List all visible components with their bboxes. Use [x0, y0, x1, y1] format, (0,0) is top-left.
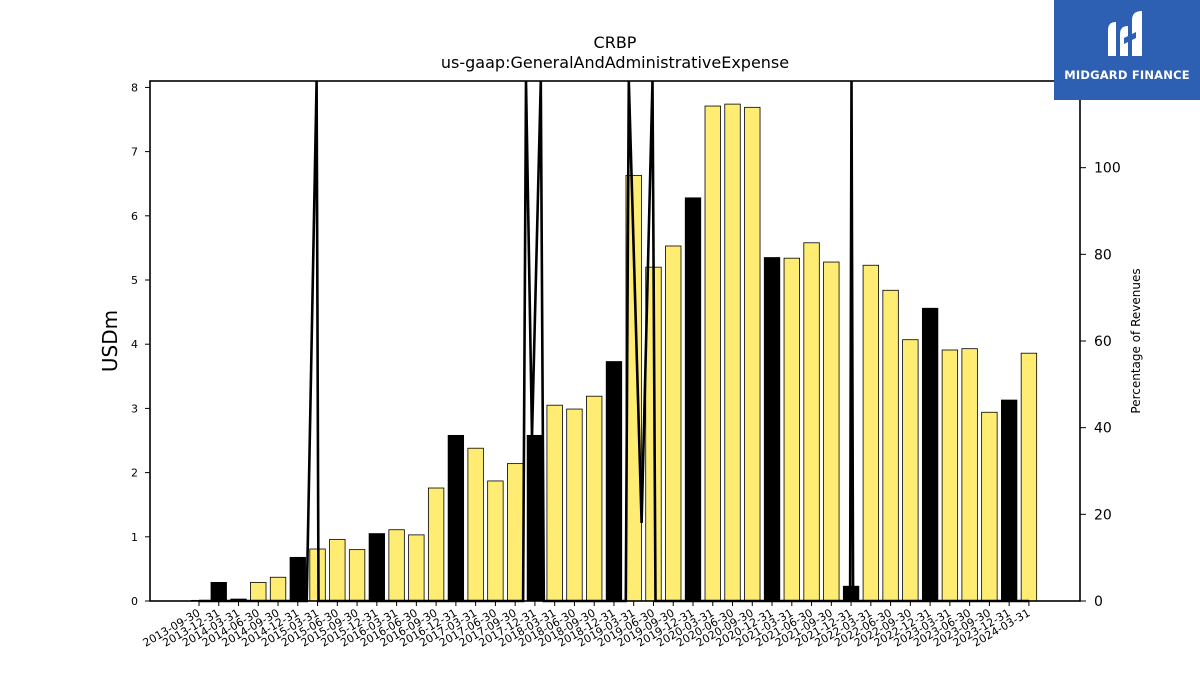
chart-title: CRBP	[594, 33, 637, 52]
y2-axis-label: Percentage of Revenues	[1129, 268, 1143, 413]
y-tick-label: 8	[131, 81, 138, 94]
bar	[783, 257, 800, 602]
bar	[605, 361, 623, 602]
bar	[329, 538, 346, 602]
y-axis-left: 0 1 2 3 4 5 6 7 8	[131, 81, 150, 608]
bar	[427, 487, 445, 602]
bar	[902, 339, 919, 602]
bar	[546, 404, 563, 602]
y-tick-label: 3	[131, 402, 138, 415]
bar	[981, 411, 998, 602]
bar	[724, 103, 741, 602]
x-axis: 2013-09-302013-12-312014-03-312014-06-30…	[141, 601, 1032, 650]
bars	[190, 103, 1038, 602]
bar	[210, 581, 227, 602]
bar	[862, 264, 879, 602]
midgard-finance-logo: MIDGARD FINANCE	[1054, 0, 1200, 100]
bar	[586, 395, 603, 602]
y2-tick-label: 40	[1094, 421, 1112, 437]
bar	[408, 534, 425, 602]
y2-tick-label: 60	[1094, 334, 1112, 350]
bar	[250, 581, 267, 602]
y-axis-label: USDm	[98, 310, 122, 372]
bar	[467, 447, 484, 602]
y-tick-label: 1	[131, 531, 138, 544]
chart-subtitle: us-gaap:GeneralAndAdministrativeExpense	[441, 53, 789, 72]
y2-tick-label: 100	[1094, 161, 1121, 177]
y2-tick-label: 20	[1094, 507, 1112, 523]
bar	[803, 242, 820, 602]
bar	[763, 257, 781, 602]
bar	[368, 533, 385, 602]
bar	[507, 463, 524, 602]
bar	[1001, 399, 1018, 602]
y-tick-label: 7	[131, 146, 138, 159]
bar	[289, 556, 306, 602]
logo-mark-icon	[1108, 11, 1142, 56]
bar	[665, 245, 682, 602]
bar	[388, 529, 405, 602]
bar	[1020, 352, 1038, 602]
bar	[823, 261, 840, 602]
bar	[269, 576, 287, 602]
bar	[941, 349, 959, 602]
bar	[744, 106, 761, 602]
y-tick-label: 4	[131, 338, 138, 351]
bar	[447, 434, 465, 602]
bar	[348, 549, 366, 602]
bar	[566, 408, 583, 602]
bar	[961, 348, 978, 602]
bar	[487, 480, 504, 602]
bar	[882, 289, 899, 602]
y-axis-right: 0 20 40 60 80 100	[1080, 161, 1121, 610]
bar	[526, 434, 544, 602]
logo-text: MIDGARD FINANCE	[1064, 68, 1190, 82]
y2-tick-label: 80	[1094, 247, 1112, 263]
y-tick-label: 2	[131, 467, 138, 480]
bar	[704, 105, 721, 602]
y-tick-label: 5	[131, 274, 138, 287]
bar	[921, 307, 939, 602]
y-tick-label: 0	[131, 595, 138, 608]
y-tick-label: 6	[131, 210, 138, 223]
y2-tick-label: 0	[1094, 594, 1103, 610]
bar	[684, 197, 702, 602]
